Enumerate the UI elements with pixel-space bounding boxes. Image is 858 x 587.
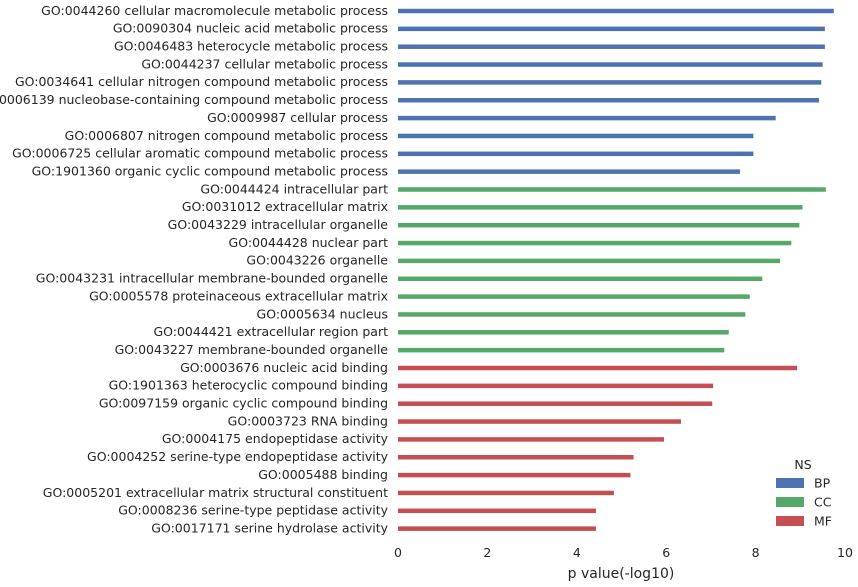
bar-mf [398, 401, 713, 406]
category-label: GO:0004175 endopeptidase activity [162, 431, 389, 446]
bar-bp [398, 133, 754, 139]
category-label: GO:0090304 nucleic acid metabolic proces… [113, 21, 388, 36]
bar-bp [398, 62, 823, 67]
bar-bp [398, 169, 740, 174]
category-label: GO:1901360 organic cyclic compound metab… [32, 163, 388, 178]
bar-mf [398, 526, 597, 531]
category-label: GO:0008236 serine-type peptidase activit… [118, 503, 388, 518]
category-label: GO:0017171 serine hydrolase activity [151, 520, 388, 535]
bar-bp [398, 151, 754, 157]
category-label: GO:1901363 heterocyclic compound binding [109, 378, 388, 393]
category-label: GO:0044424 intracellular part [200, 181, 388, 196]
category-label: GO:0005488 binding [258, 467, 388, 482]
bar-bp [398, 44, 825, 49]
x-tick-label: 8 [752, 545, 760, 560]
category-label: GO:0044421 extracellular region part [153, 324, 388, 339]
category-label: GO:0006807 nitrogen compound metabolic p… [65, 128, 388, 143]
x-tick-label: 2 [483, 545, 491, 560]
bar-bp [398, 115, 776, 121]
category-label: GO:0006139 nucleobase-containing compoun… [0, 92, 388, 107]
legend-title: NS [794, 457, 811, 472]
category-label: GO:0031012 extracellular matrix [182, 199, 388, 214]
category-label: GO:0006725 cellular aromatic compound me… [12, 146, 388, 161]
bar-cc [398, 222, 800, 228]
bar-mf [398, 455, 634, 460]
bar-cc [398, 330, 729, 335]
bar-cc [398, 276, 763, 281]
category-label: GO:0043226 organelle [246, 253, 388, 268]
category-label: GO:0044428 nuclear part [229, 235, 389, 250]
bar-mf [398, 490, 614, 496]
bar-cc [398, 347, 725, 353]
bar-bp [398, 8, 834, 14]
x-tick-label: 10 [837, 545, 853, 560]
bar-cc [398, 240, 792, 246]
category-label: GO:0044260 cellular macromolecule metabo… [41, 3, 388, 18]
category-label: GO:0043227 membrane-bounded organelle [115, 342, 389, 357]
bar-cc [398, 205, 803, 210]
bar-cc [398, 187, 826, 192]
legend-label-cc: CC [814, 495, 832, 510]
category-labels: GO:0044260 cellular macromolecule metabo… [0, 3, 389, 536]
legend-label-bp: BP [814, 476, 831, 491]
legend: NS BP CC MF [776, 457, 832, 529]
x-tick-label: 4 [573, 545, 581, 560]
x-axis-title: p value(-log10) [568, 566, 675, 582]
category-label: GO:0003723 RNA binding [228, 413, 388, 428]
bar-mf [398, 437, 664, 442]
legend-swatch-mf [776, 516, 804, 526]
category-label: GO:0043229 intracellular organelle [168, 217, 389, 232]
category-label: GO:0005578 proteinaceous extracellular m… [89, 288, 388, 303]
category-label: GO:0097159 organic cyclic compound bindi… [99, 396, 388, 411]
category-label: GO:0034641 cellular nitrogen compound me… [15, 74, 388, 89]
bar-bp [398, 26, 825, 32]
category-label: GO:0004252 serine-type endopeptidase act… [87, 449, 389, 464]
bar-mf [398, 419, 681, 424]
x-tick-label: 0 [394, 545, 402, 560]
category-label: GO:0009987 cellular process [207, 110, 388, 125]
bar-cc [398, 258, 781, 264]
bar-bp [398, 80, 822, 85]
legend-label-mf: MF [814, 514, 832, 529]
x-tick-label: 6 [662, 545, 670, 560]
category-label: GO:0005201 extracellular matrix structur… [43, 485, 388, 500]
bar-bp [398, 98, 820, 103]
category-label: GO:0044237 cellular metabolic process [141, 56, 388, 71]
bar-mf [398, 508, 597, 514]
bar-cc [398, 294, 750, 299]
x-axis-ticks: 0 2 4 6 8 10 [394, 545, 853, 560]
category-label: GO:0043231 intracellular membrane-bounde… [36, 271, 389, 286]
bar-mf [398, 472, 631, 478]
category-label: GO:0046483 heterocycle metabolic process [114, 39, 388, 54]
legend-swatch-cc [776, 497, 804, 507]
bar-cc [398, 312, 746, 317]
bar-mf [398, 365, 798, 371]
category-label: GO:0005634 nucleus [257, 306, 388, 321]
legend-swatch-bp [776, 478, 804, 488]
category-label: GO:0003676 nucleic acid binding [180, 360, 388, 375]
bars [398, 8, 834, 531]
bar-mf [398, 383, 714, 389]
